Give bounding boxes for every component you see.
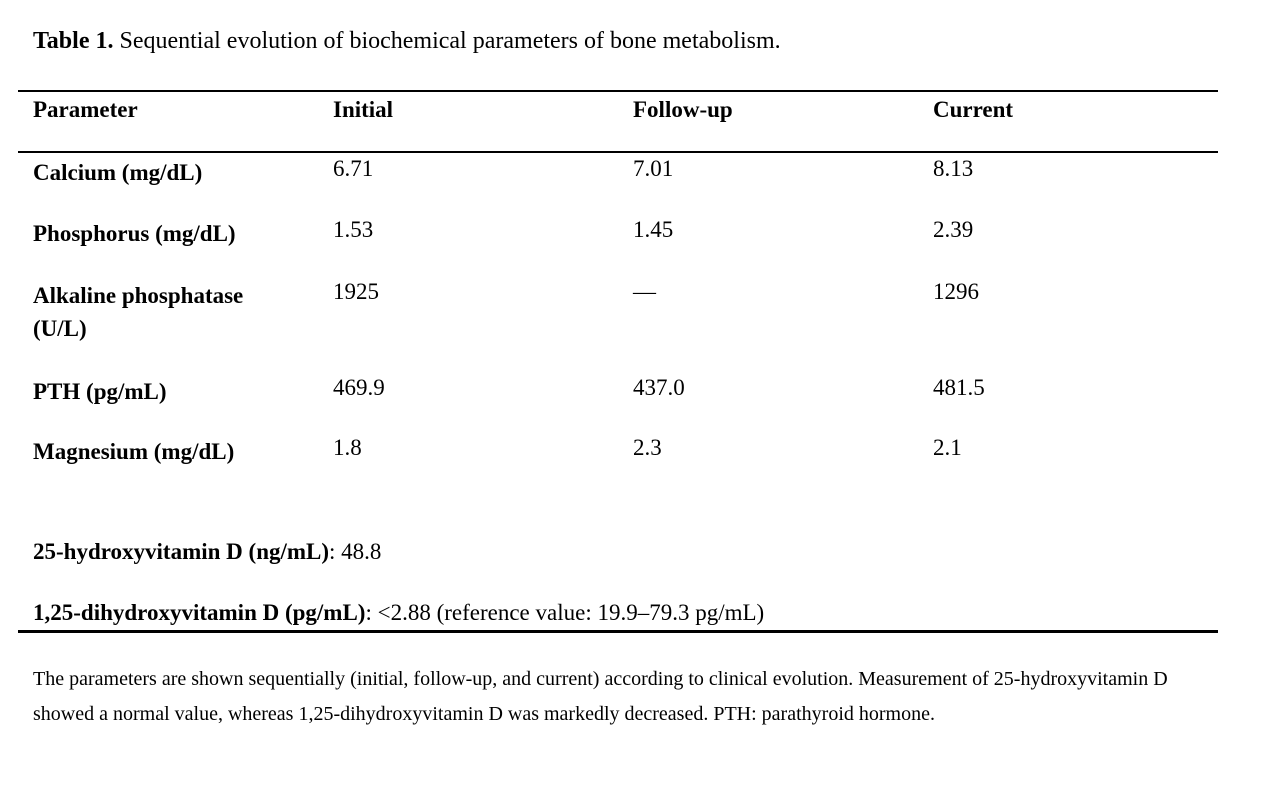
vitamin-d-125-line: 1,25-dihydroxyvitamin D (pg/mL): <2.88 (… bbox=[33, 600, 764, 626]
cell-followup: 2.3 bbox=[633, 435, 662, 460]
cell-followup: — bbox=[633, 279, 656, 304]
data-table: Parameter Initial Follow-up Current Calc… bbox=[18, 90, 1218, 472]
cell-current: 2.39 bbox=[933, 217, 974, 242]
vitamin-d-25-line: 25-hydroxyvitamin D (ng/mL): 48.8 bbox=[33, 539, 381, 565]
cell-current: 481.5 bbox=[933, 375, 985, 400]
table-footnote: The parameters are shown sequentially (i… bbox=[33, 668, 1168, 725]
row-label: Alkaline phosphatase (U/L) bbox=[33, 283, 244, 341]
table-row: PTH (pg/mL) 469.9 437.0 481.5 bbox=[18, 372, 1218, 432]
cell-initial: 1.53 bbox=[333, 217, 374, 242]
cell-followup: 1.45 bbox=[633, 217, 674, 242]
cell-current: 1296 bbox=[933, 279, 979, 304]
row-label: PTH (pg/mL) bbox=[33, 379, 167, 404]
row-label: Phosphorus (mg/dL) bbox=[33, 221, 236, 246]
table-row: Calcium (mg/dL) 6.71 7.01 8.13 bbox=[18, 153, 1218, 214]
cell-current: 8.13 bbox=[933, 156, 974, 181]
table-header-row: Parameter Initial Follow-up Current bbox=[18, 92, 1218, 153]
column-header-followup: Follow-up bbox=[633, 97, 733, 122]
table-row: Alkaline phosphatase (U/L) 1925 — 1296 bbox=[18, 276, 1218, 372]
cell-current: 2.1 bbox=[933, 435, 962, 460]
cell-initial: 469.9 bbox=[333, 375, 385, 400]
vitamin-d-25-value: : 48.8 bbox=[329, 539, 382, 564]
cell-initial: 1.8 bbox=[333, 435, 362, 460]
table-caption-text: Sequential evolution of biochemical para… bbox=[113, 28, 781, 54]
vitamin-d-125-label: 1,25-dihydroxyvitamin D (pg/mL) bbox=[33, 600, 366, 625]
table-row: Phosphorus (mg/dL) 1.53 1.45 2.39 bbox=[18, 214, 1218, 276]
vitamin-d-125-value: : <2.88 (reference value: 19.9–79.3 pg/m… bbox=[365, 600, 765, 625]
table-bottom-rule bbox=[18, 630, 1218, 633]
column-header-current: Current bbox=[933, 97, 1014, 122]
column-header-parameter: Parameter bbox=[33, 97, 138, 122]
column-header-initial: Initial bbox=[333, 97, 394, 122]
vitamin-d-25-label: 25-hydroxyvitamin D (ng/mL) bbox=[33, 539, 330, 564]
table-row: Magnesium (mg/dL) 1.8 2.3 2.1 bbox=[18, 432, 1218, 472]
table-caption-number: Table 1. bbox=[33, 28, 114, 54]
cell-initial: 1925 bbox=[333, 279, 379, 304]
row-label: Calcium (mg/dL) bbox=[33, 160, 203, 185]
row-label: Magnesium (mg/dL) bbox=[33, 439, 235, 464]
table-caption: Table 1. Sequential evolution of biochem… bbox=[33, 28, 781, 55]
cell-followup: 7.01 bbox=[633, 156, 674, 181]
cell-initial: 6.71 bbox=[333, 156, 374, 181]
cell-followup: 437.0 bbox=[633, 375, 685, 400]
